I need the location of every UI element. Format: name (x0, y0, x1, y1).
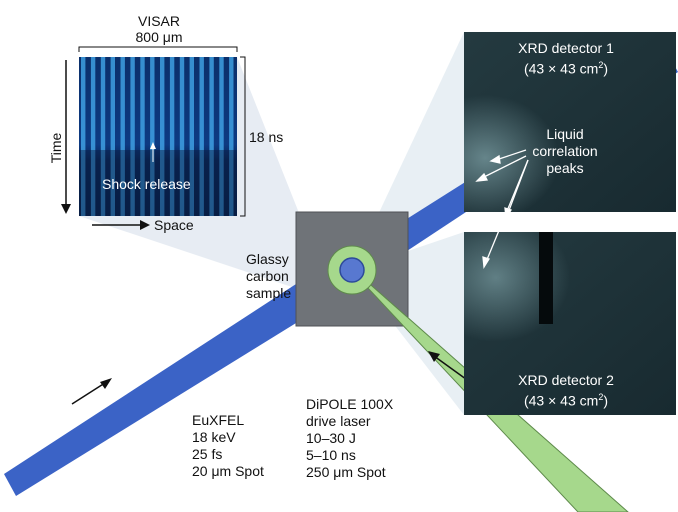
euxfel-specs: EuXFEL 18 keV 25 fs 20 μm Spot (192, 412, 264, 480)
visar-fringe (140, 57, 145, 216)
visar-space-label: Space (154, 217, 194, 233)
visar-fringe (219, 57, 224, 216)
detector2-title: XRD detector 2 (518, 372, 614, 388)
detector2-label: XRD detector 2 (43 × 43 cm2) (494, 372, 638, 410)
peaks-label-line: peaks (546, 160, 584, 176)
visar-fringe (189, 57, 194, 216)
sample-label-line: Glassy (246, 251, 289, 267)
visar-fringe (229, 57, 234, 216)
visar-width-label: 800 μm (135, 29, 183, 45)
peaks-label: Liquid correlation peaks (522, 126, 608, 177)
laser-beam (327, 245, 629, 512)
detector1-label: XRD detector 1 (43 × 43 cm2) (494, 40, 638, 78)
visar-duration-bracket (240, 56, 246, 217)
peaks-label-line: correlation (532, 143, 598, 159)
space-axis-arrow (92, 220, 150, 230)
visar-fringe (150, 57, 155, 216)
visar-fringe (90, 57, 96, 216)
laser-spec-line: DiPOLE 100X (306, 396, 394, 412)
visar-fringe (199, 57, 204, 216)
detector1-title: XRD detector 1 (518, 40, 614, 56)
euxfel-spec-line: EuXFEL (192, 412, 245, 428)
visar-fringe (209, 57, 214, 216)
sample-label-line: carbon (246, 268, 289, 284)
detector1-size: (43 × 43 cm2) (523, 60, 608, 77)
visar-fringe (81, 57, 86, 216)
xrd-detector-2 (464, 232, 676, 415)
laser-spec-line: drive laser (306, 413, 371, 429)
laser-spec-line: 5–10 ns (306, 447, 356, 463)
detector2-size: (43 × 43 cm2) (523, 392, 608, 409)
sample-label: Glassy carbon sample (246, 251, 292, 302)
peaks-label-line: Liquid (546, 126, 584, 142)
visar-image (79, 57, 237, 216)
visar-fringe (130, 57, 135, 216)
laser-specs: DiPOLE 100X drive laser 10–30 J 5–10 ns … (306, 396, 393, 481)
xrd-detector-1 (464, 32, 676, 212)
peak-pointer-arrows (475, 149, 529, 269)
euxfel-spec-line: 18 keV (192, 429, 236, 445)
visar-width-bracket (78, 46, 238, 52)
shock-release-label: Shock release (102, 176, 191, 192)
visar-fringe (169, 57, 175, 216)
laser-spec-line: 250 μm Spot (306, 464, 386, 480)
euxfel-spec-line: 25 fs (192, 446, 223, 462)
visar-title: VISAR (137, 13, 180, 29)
sample-label-line: sample (246, 285, 292, 301)
shock-release-arrow (150, 142, 156, 162)
laser-spec-line: 10–30 J (306, 430, 356, 446)
visar-duration-label: 18 ns (249, 129, 284, 145)
visar-time-label: Time (48, 132, 64, 164)
visar-fringe (100, 57, 106, 216)
visar-fringe (179, 57, 185, 216)
xray-direction-arrow (71, 378, 112, 405)
visar-fringe (120, 57, 125, 216)
visar-fringe (160, 57, 165, 216)
beam-stop-shadow (539, 232, 553, 324)
time-axis-arrow (61, 60, 71, 214)
euxfel-spec-line: 20 μm Spot (192, 463, 264, 479)
visar-fringe (110, 57, 115, 216)
